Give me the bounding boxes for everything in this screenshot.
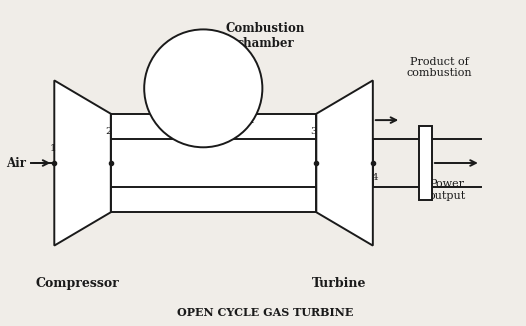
Text: Power
output: Power output: [429, 179, 466, 201]
Text: Fuel: Fuel: [229, 115, 255, 125]
Bar: [419, 126, 432, 200]
Text: Compressor: Compressor: [36, 277, 119, 290]
Text: 4: 4: [372, 173, 379, 182]
Polygon shape: [316, 81, 373, 245]
Text: Product of
combustion: Product of combustion: [407, 57, 472, 79]
Text: Air: Air: [6, 156, 26, 170]
Text: Combustion
chamber: Combustion chamber: [225, 22, 305, 50]
Text: 2: 2: [105, 127, 112, 136]
Text: OPEN CYCLE GAS TURBINE: OPEN CYCLE GAS TURBINE: [177, 307, 353, 318]
Ellipse shape: [144, 29, 262, 147]
Text: 1: 1: [50, 144, 57, 153]
Polygon shape: [54, 81, 111, 245]
Text: Turbine: Turbine: [312, 277, 367, 290]
Polygon shape: [111, 114, 316, 212]
Text: 3: 3: [310, 127, 317, 136]
